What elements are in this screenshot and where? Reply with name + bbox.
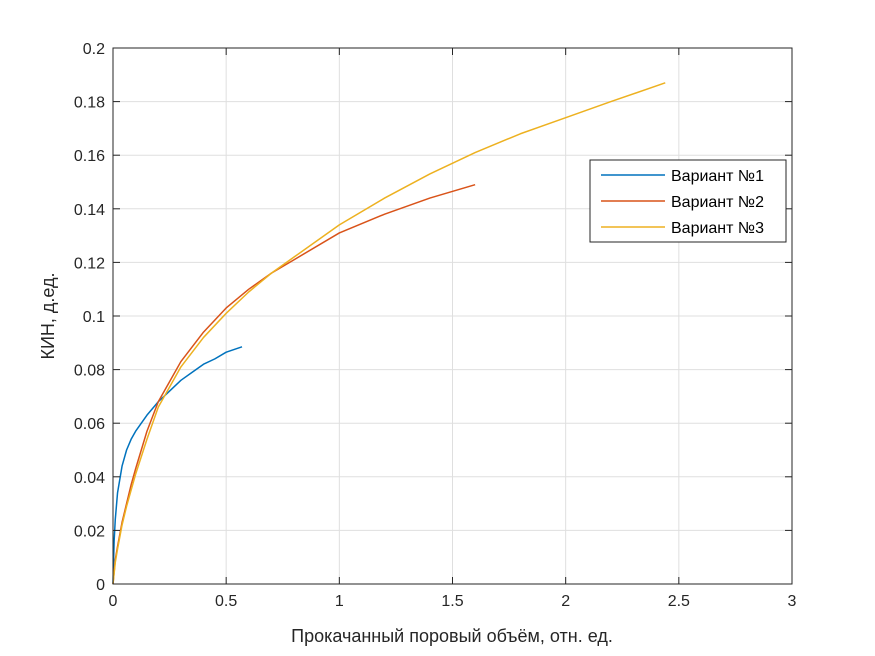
x-tick-label: 0.5 <box>215 593 237 610</box>
x-tick-label: 1.5 <box>441 593 463 610</box>
series-line-1 <box>112 346 243 585</box>
x-tick-label: 1 <box>335 593 344 610</box>
x-axis-title: Прокачанный поровый объём, отн. ед. <box>291 626 613 646</box>
tick-labels: 0 0.5 1 1.5 2 2.5 3 0 0.02 0.04 0.06 0.08 0.1 0.12 0.1… <box>74 41 797 610</box>
x-tick-label: 2.5 <box>668 593 690 610</box>
legend: Вариант №1 Вариант №2 Вариант №3 <box>589 159 787 243</box>
y-tick-label: 0 <box>96 577 105 594</box>
legend-label-1: Вариант №1 <box>671 168 764 185</box>
y-tick-label: 0.04 <box>74 470 105 487</box>
y-tick-label: 0.1 <box>83 309 105 326</box>
y-tick-label: 0.12 <box>74 255 105 272</box>
y-tick-label: 0.08 <box>74 363 105 380</box>
y-tick-label: 0.02 <box>74 523 105 540</box>
y-tick-label: 0.2 <box>83 41 105 58</box>
x-tick-label: 3 <box>788 593 797 610</box>
series-lines <box>112 82 666 585</box>
grid <box>113 48 792 584</box>
y-tick-label: 0.06 <box>74 416 105 433</box>
legend-label-3: Вариант №3 <box>671 220 764 237</box>
y-axis-title: КИН, д.ед. <box>38 272 58 359</box>
y-tick-label: 0.14 <box>74 202 105 219</box>
x-tick-label: 0 <box>109 593 118 610</box>
y-tick-label: 0.18 <box>74 95 105 112</box>
x-tick-label: 2 <box>561 593 570 610</box>
series-line-3 <box>112 82 666 585</box>
y-tick-label: 0.16 <box>74 148 105 165</box>
legend-label-2: Вариант №2 <box>671 194 764 211</box>
ticks <box>112 47 793 585</box>
